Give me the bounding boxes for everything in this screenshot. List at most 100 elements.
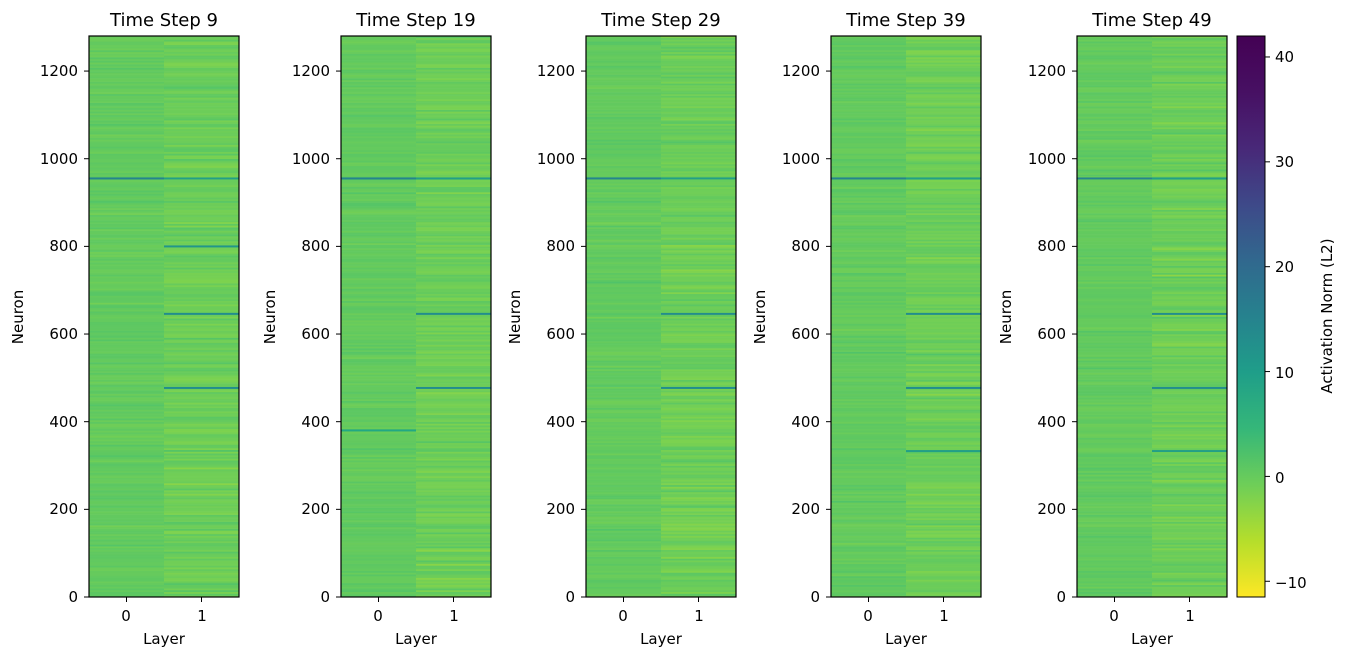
heatmap-cell: [416, 542, 492, 545]
heatmap-cell: [831, 402, 907, 405]
heatmap-cell: [831, 267, 907, 270]
heatmap-cell: [1152, 346, 1228, 349]
heatmap-cell: [164, 362, 240, 365]
heatmap-cell: [906, 374, 982, 377]
heatmap-cell: [661, 297, 737, 300]
heatmap-cell: [831, 223, 907, 226]
heatmap-cell: [341, 525, 417, 528]
heatmap-cell: [906, 462, 982, 465]
heatmap-cell: [1152, 167, 1228, 170]
heatmap-cell: [89, 185, 165, 188]
heatmap-cell: [89, 334, 165, 337]
heatmap-cell: [341, 230, 417, 233]
heatmap-cell: [906, 568, 982, 572]
heatmap-cell: [416, 472, 492, 475]
heatmap-cell: [906, 172, 982, 175]
heatmap-cell: [1077, 579, 1153, 582]
heatmap-cell: [586, 363, 662, 366]
heatmap-cell: [906, 223, 982, 226]
heatmap-cell: [1152, 367, 1228, 370]
heatmap-cell: [1152, 183, 1228, 186]
heatmap-cell: [1152, 369, 1228, 372]
heatmap-cell: [586, 81, 662, 84]
heatmap-cell: [831, 251, 907, 254]
heatmap-cell: [89, 62, 165, 65]
heatmap-cell: [416, 325, 492, 328]
heatmap-cell: [831, 172, 907, 175]
heatmap-cell: [89, 500, 165, 503]
heatmap-cell: [906, 43, 982, 46]
heatmap-cell: [661, 433, 737, 437]
heatmap-cell: [831, 575, 907, 579]
heatmap-cell: [1152, 113, 1228, 116]
heatmap-cell: [1077, 118, 1153, 121]
heatmap-cell: [416, 228, 492, 231]
heatmap-cell: [661, 488, 737, 491]
colorbar-tick-label: 20: [1275, 258, 1294, 276]
heatmap-cell: [341, 553, 417, 556]
x-tick-label: 0: [373, 607, 383, 625]
y-tick-label: 0: [565, 588, 575, 606]
heatmap-cell: [1152, 514, 1228, 517]
heatmap-cell: [341, 439, 417, 442]
heatmap-cell: [164, 213, 240, 216]
heatmap-cell: [831, 253, 907, 256]
heatmap-cell: [1152, 535, 1228, 538]
heatmap-cell: [661, 314, 737, 317]
heatmap-cell: [1152, 172, 1228, 175]
heatmap-cell: [1077, 130, 1153, 133]
heatmap-cell: [341, 507, 417, 510]
heatmap-cell: [89, 44, 165, 47]
heatmap-cell: [164, 234, 240, 237]
heatmap-cell: [831, 577, 907, 580]
heatmap-cell: [1077, 311, 1153, 314]
heatmap-cell: [341, 305, 417, 309]
heatmap-cell: [341, 370, 417, 373]
heatmap-cell: [831, 353, 907, 356]
y-tick-label: 1000: [1028, 150, 1066, 168]
heatmap-cell: [661, 537, 737, 540]
heatmap-cell: [906, 302, 982, 305]
heatmap-cell: [906, 274, 982, 277]
heatmap-cell: [89, 314, 165, 317]
heatmap-cell: [1077, 113, 1153, 116]
heatmap-cell: [164, 432, 240, 435]
heatmap-cell: [89, 176, 165, 179]
heatmap-cell: [89, 274, 165, 277]
heatmap-cell: [586, 570, 662, 573]
heatmap-cell: [341, 321, 417, 324]
y-tick-label: 1200: [782, 62, 820, 80]
heatmap-cell: [1077, 43, 1153, 46]
heatmap-cell: [906, 248, 982, 251]
heatmap-cell: [906, 346, 982, 349]
y-tick-label: 0: [1056, 588, 1066, 606]
heatmap-cell: [164, 144, 240, 147]
heatmap-cell: [831, 316, 907, 319]
heatmap-cell: [89, 195, 165, 198]
heatmap-cell: [341, 248, 417, 251]
heatmap-cell: [341, 374, 417, 377]
heatmap-cell: [586, 483, 662, 486]
heatmap-cell: [89, 490, 165, 493]
heatmap-cell: [906, 383, 982, 386]
heatmap-cell: [586, 377, 662, 380]
heatmap-cell: [586, 302, 662, 305]
heatmap-cell: [1077, 498, 1153, 501]
heatmap-cell: [831, 256, 907, 259]
heatmap-cell: [416, 309, 492, 312]
heatmap-cell: [164, 323, 240, 326]
heatmap-cell: [831, 116, 907, 119]
heatmap-cell: [586, 128, 662, 131]
heatmap-cell: [1077, 581, 1153, 584]
heatmap-cell: [341, 286, 417, 289]
heatmap-cell: [906, 470, 982, 473]
heatmap-cell: [341, 276, 417, 279]
heatmap-cell: [586, 451, 662, 454]
heatmap-cell: [416, 149, 492, 153]
heatmap-cell: [416, 481, 492, 484]
heatmap-cell: [341, 325, 417, 328]
heatmap-cell: [1077, 525, 1153, 528]
heatmap-cell: [906, 479, 982, 482]
heatmap-cell: [416, 137, 492, 140]
heatmap-cell: [416, 451, 492, 454]
